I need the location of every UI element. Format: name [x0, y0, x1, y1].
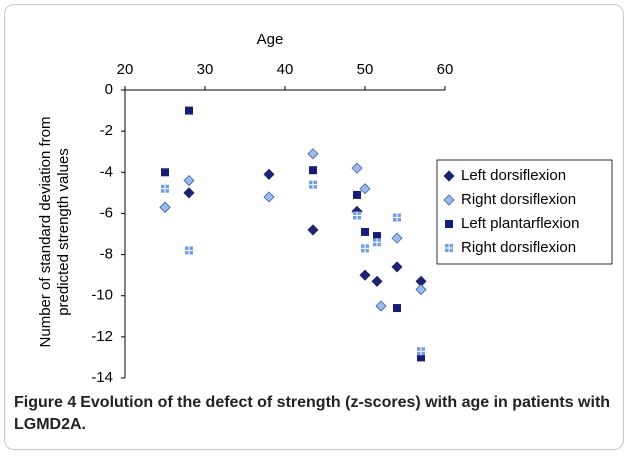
- y-tick-label: -6: [100, 204, 113, 221]
- marker: [263, 168, 275, 180]
- legend-label: Right dorsiflexion: [461, 191, 576, 208]
- x-tick-label: 60: [437, 61, 454, 78]
- marker: [185, 246, 193, 255]
- x-tick-label: 50: [357, 61, 374, 78]
- marker: [159, 201, 171, 213]
- marker: [185, 106, 193, 115]
- marker: [417, 347, 425, 356]
- marker: [359, 183, 371, 195]
- y-tick-label: -14: [91, 369, 113, 386]
- marker: [371, 275, 383, 287]
- legend-label: Left plantarflexion: [461, 215, 579, 232]
- point: [417, 353, 425, 362]
- point: [415, 283, 427, 296]
- marker: [391, 261, 403, 273]
- y-tick-label: 0: [105, 81, 113, 98]
- y-axis-label: Number of standard deviation from: [37, 117, 54, 348]
- legend-box: [436, 159, 613, 265]
- marker: [373, 232, 381, 241]
- caption-label: Figure 4: [14, 394, 77, 411]
- x-tick-label: 40: [277, 61, 294, 78]
- caption: Figure 4 Evolution of the defect of stren…: [14, 392, 614, 436]
- point: [361, 244, 369, 253]
- marker: [263, 191, 275, 203]
- point: [161, 184, 169, 193]
- y-tick-label: -12: [91, 328, 113, 345]
- point: [359, 269, 371, 281]
- marker: [445, 244, 453, 252]
- marker: [393, 213, 401, 222]
- point: [185, 246, 193, 255]
- legend-label: Left dorsiflexion: [461, 167, 566, 184]
- marker: [353, 211, 361, 220]
- caption-text: Evolution of the defect of strength (z-s…: [14, 394, 611, 433]
- y-tick-label: -8: [100, 246, 113, 263]
- marker: [161, 184, 169, 193]
- marker: [375, 300, 387, 312]
- point: [391, 232, 403, 244]
- marker: [443, 194, 455, 206]
- y-tick-label: -4: [100, 163, 113, 180]
- point: [309, 166, 317, 175]
- marker: [361, 244, 369, 253]
- point: [445, 244, 453, 252]
- point: [443, 170, 455, 182]
- point: [371, 275, 383, 287]
- point: [307, 224, 319, 236]
- point: [391, 261, 403, 273]
- x-tick-label: 30: [197, 61, 214, 78]
- point: [373, 232, 381, 241]
- marker: [309, 180, 317, 189]
- point: [309, 180, 317, 189]
- point: [393, 304, 401, 313]
- point: [185, 106, 193, 115]
- x-axis-label: Age: [257, 31, 284, 48]
- point: [161, 168, 169, 177]
- point: [159, 201, 171, 213]
- marker: [307, 224, 319, 236]
- marker: [391, 232, 403, 244]
- point: [393, 213, 401, 222]
- marker: [309, 166, 317, 175]
- marker: [417, 353, 425, 362]
- marker: [353, 190, 361, 199]
- point: [351, 162, 363, 174]
- point: [263, 191, 275, 203]
- y-tick-label: -2: [100, 122, 113, 139]
- point: [183, 174, 195, 187]
- point: [183, 187, 195, 199]
- marker: [445, 220, 453, 228]
- legend-label: Right dorsiflexion: [461, 239, 576, 256]
- point: [443, 194, 455, 206]
- y-axis-label: predicted strength values: [55, 148, 72, 316]
- marker: [415, 283, 427, 296]
- point: [359, 183, 371, 195]
- point: [307, 148, 319, 160]
- figure-frame: [4, 4, 624, 450]
- marker: [183, 187, 195, 199]
- marker: [359, 269, 371, 281]
- marker: [373, 238, 381, 247]
- point: [353, 190, 361, 199]
- point: [263, 168, 275, 180]
- marker: [361, 227, 369, 236]
- point: [417, 347, 425, 356]
- marker: [307, 148, 319, 160]
- point: [361, 227, 369, 236]
- point: [445, 220, 453, 228]
- marker: [393, 304, 401, 313]
- chart: 20 30 40 50 60 0 -2 -4 -6 -8 -10 -12 -14 Age Number of…: [37, 31, 613, 386]
- marker: [183, 174, 195, 187]
- x-tick-label: 20: [117, 61, 134, 78]
- marker: [443, 170, 455, 182]
- marker: [161, 168, 169, 177]
- point: [375, 300, 387, 312]
- marker: [351, 162, 363, 174]
- point: [373, 238, 381, 247]
- point: [353, 211, 361, 220]
- y-tick-label: -10: [91, 287, 113, 304]
